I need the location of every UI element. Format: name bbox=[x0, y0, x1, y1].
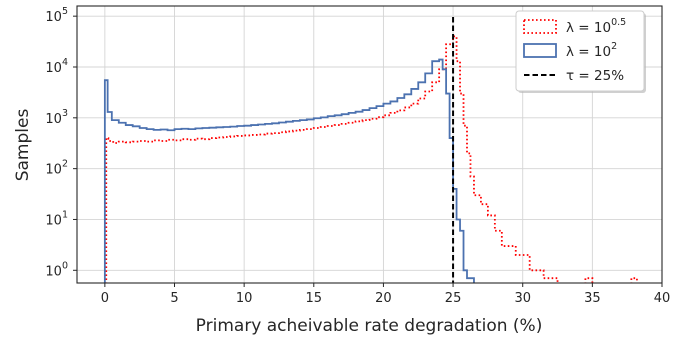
plot-content bbox=[103, 17, 638, 283]
legend-label: τ = 25% bbox=[566, 68, 624, 84]
legend-box bbox=[515, 10, 645, 92]
legend-entry-lambda-2: λ = 102 bbox=[523, 41, 617, 60]
x-tick-label: 5 bbox=[170, 291, 178, 306]
y-tick-exponent: 5 bbox=[62, 6, 68, 17]
legend-label-exponent: 0.5 bbox=[611, 17, 626, 28]
x-axis-ticks: 0 5 10 15 20 25 30 35 40 bbox=[101, 283, 671, 306]
legend-entry-tau: τ = 25% bbox=[524, 68, 624, 84]
x-tick-label: 25 bbox=[445, 291, 462, 306]
x-tick-label: 40 bbox=[654, 291, 671, 306]
series-lambda-2-histogram bbox=[103, 58, 475, 283]
y-tick-exponent: 4 bbox=[62, 57, 68, 68]
y-tick-exponent: 2 bbox=[62, 159, 68, 170]
y-tick-exponent: 1 bbox=[62, 209, 68, 220]
x-tick-label: 0 bbox=[101, 291, 109, 306]
y-tick-exponent: 0 bbox=[62, 260, 68, 271]
legend-swatch bbox=[523, 19, 557, 34]
legend-label-exponent: 2 bbox=[611, 41, 617, 52]
y-axis-label: Samples bbox=[13, 109, 33, 182]
y-tick-label: 101 bbox=[45, 209, 68, 228]
legend-swatch bbox=[523, 43, 557, 58]
x-tick-label: 20 bbox=[375, 291, 392, 306]
legend-label: λ = 102 bbox=[566, 41, 617, 60]
series-lambda-0.5-histogram bbox=[105, 35, 638, 283]
x-axis-label: Primary acheivable rate degradation (%) bbox=[196, 316, 543, 336]
x-tick-label: 30 bbox=[514, 291, 531, 306]
y-tick-label: 102 bbox=[45, 159, 68, 178]
x-tick-label: 35 bbox=[584, 291, 601, 306]
x-tick-label: 15 bbox=[306, 291, 323, 306]
y-tick-label: 105 bbox=[45, 6, 68, 25]
y-tick-label: 104 bbox=[45, 57, 68, 76]
plot-frame bbox=[76, 5, 663, 284]
x-tick-label: 10 bbox=[236, 291, 253, 306]
y-tick-exponent: 3 bbox=[62, 108, 68, 119]
y-tick-label: 103 bbox=[45, 108, 68, 127]
y-tick-label: 100 bbox=[45, 260, 68, 279]
